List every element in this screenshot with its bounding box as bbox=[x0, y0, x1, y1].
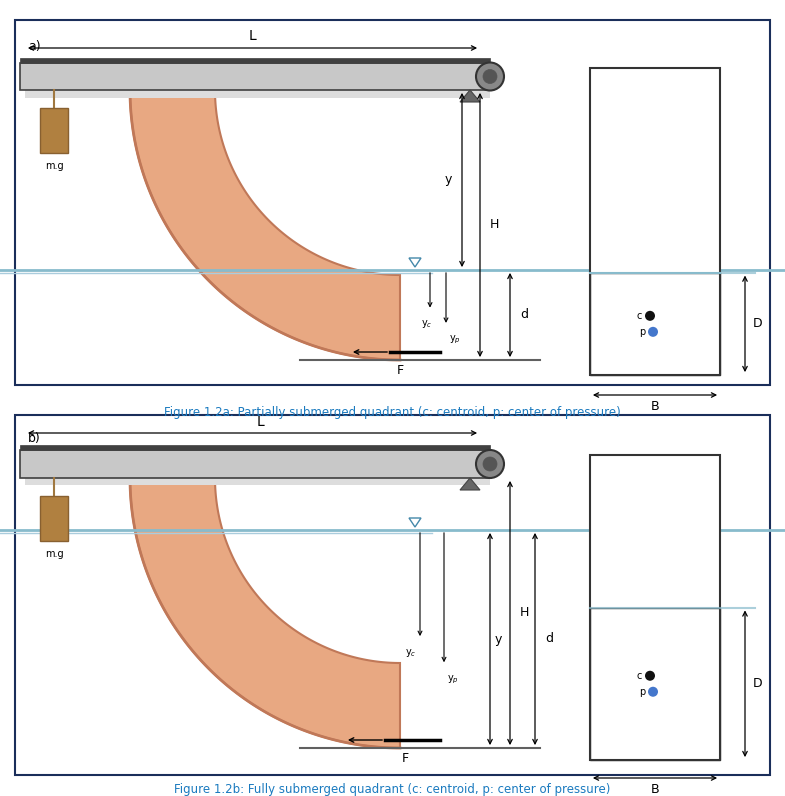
Circle shape bbox=[483, 69, 497, 84]
Bar bbox=[40, 496, 68, 541]
Text: y: y bbox=[444, 174, 452, 186]
Text: m.g: m.g bbox=[45, 549, 64, 559]
Bar bbox=[20, 63, 490, 90]
Text: c: c bbox=[637, 310, 642, 321]
Polygon shape bbox=[460, 90, 480, 102]
Bar bbox=[590, 607, 720, 760]
Bar bbox=[590, 455, 720, 760]
Bar bbox=[20, 450, 490, 478]
Polygon shape bbox=[460, 478, 480, 490]
Bar bbox=[25, 478, 490, 485]
Text: p: p bbox=[639, 687, 645, 696]
Text: y$_p$: y$_p$ bbox=[449, 334, 461, 346]
Circle shape bbox=[645, 671, 655, 681]
Text: F: F bbox=[396, 364, 403, 377]
Text: L: L bbox=[256, 415, 264, 429]
Bar bbox=[40, 108, 68, 153]
Circle shape bbox=[476, 450, 504, 478]
Text: B: B bbox=[651, 400, 659, 413]
Bar bbox=[20, 445, 490, 450]
Text: p: p bbox=[639, 327, 645, 337]
Text: H: H bbox=[520, 607, 529, 619]
Text: d: d bbox=[545, 633, 553, 646]
Bar bbox=[15, 20, 770, 385]
Text: Figure 1.2a: Partially submerged quadrant (c: centroid, p: center of pressure): Figure 1.2a: Partially submerged quadran… bbox=[163, 406, 620, 419]
Text: a): a) bbox=[28, 40, 41, 53]
Circle shape bbox=[483, 457, 497, 471]
Text: y$_p$: y$_p$ bbox=[447, 673, 459, 685]
Text: D: D bbox=[753, 318, 762, 330]
Text: d: d bbox=[520, 309, 528, 322]
Bar bbox=[590, 68, 720, 375]
Circle shape bbox=[648, 687, 658, 696]
Polygon shape bbox=[130, 90, 400, 360]
Text: Figure 1.2b: Fully submerged quadrant (c: centroid, p: center of pressure): Figure 1.2b: Fully submerged quadrant (c… bbox=[173, 783, 610, 796]
Bar bbox=[15, 415, 770, 775]
Circle shape bbox=[476, 63, 504, 91]
Text: y$_c$: y$_c$ bbox=[406, 647, 417, 659]
Circle shape bbox=[645, 310, 655, 321]
Text: L: L bbox=[249, 29, 257, 43]
Text: m.g: m.g bbox=[45, 161, 64, 171]
Bar bbox=[20, 58, 490, 63]
Text: F: F bbox=[401, 752, 408, 765]
Bar bbox=[590, 273, 720, 375]
Text: y$_c$: y$_c$ bbox=[422, 318, 433, 330]
Text: y: y bbox=[495, 633, 502, 646]
Text: D: D bbox=[753, 677, 762, 690]
Polygon shape bbox=[130, 478, 400, 748]
Circle shape bbox=[648, 327, 658, 337]
Bar bbox=[25, 90, 490, 98]
Text: H: H bbox=[490, 218, 499, 232]
Text: B: B bbox=[651, 783, 659, 796]
Text: b): b) bbox=[28, 432, 41, 445]
Text: c: c bbox=[637, 671, 642, 681]
